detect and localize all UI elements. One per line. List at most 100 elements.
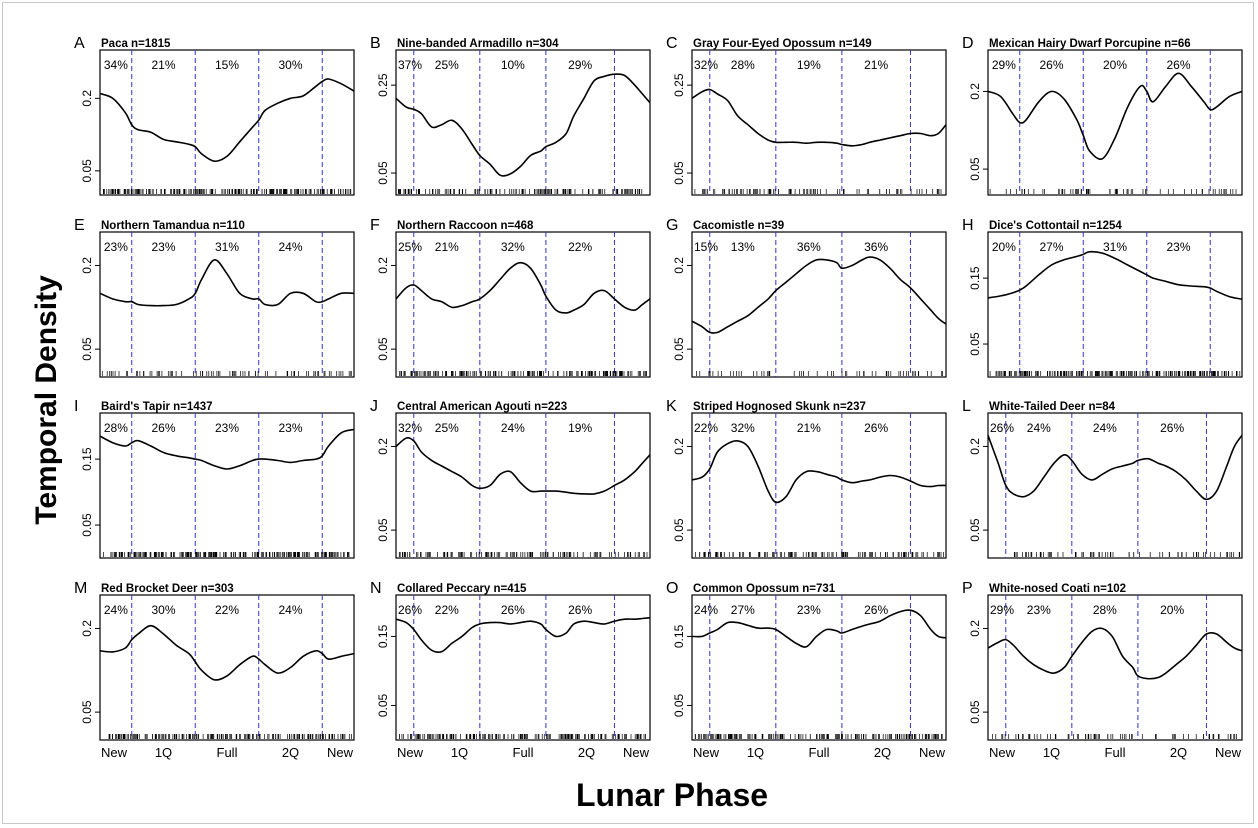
rug-marks [108, 734, 352, 739]
percent-label: 32% [694, 58, 718, 72]
percent-label: 21% [435, 240, 459, 254]
panel-letter: J [370, 398, 378, 415]
chart-panel-f: F Northern Raccoon n=468 25% 21% 32% 22% 0.05 0… [370, 217, 651, 378]
x-tick-label: New [623, 745, 650, 760]
y-tick-label: 0.2 [80, 620, 94, 637]
x-axis-label: Lunar Phase [576, 777, 768, 813]
y-axis-label: Temporal Density [30, 275, 63, 525]
rug-marks [398, 189, 643, 194]
percent-label: 36% [797, 240, 821, 254]
percent-label: 24% [501, 421, 525, 435]
y-tick-label: 0.2 [80, 90, 94, 107]
percent-label: 29% [990, 603, 1014, 617]
percent-label: 24% [104, 603, 128, 617]
rug-marks [696, 371, 943, 376]
rug-marks [103, 552, 350, 557]
panel-title: Collared Peccary n=415 [397, 583, 527, 595]
plot-frame [99, 49, 355, 196]
panel-letter: P [962, 580, 973, 597]
density-curve [99, 259, 355, 307]
percent-label: 24% [278, 603, 302, 617]
plot-frame [987, 231, 1243, 378]
y-tick-label: 0.05 [968, 332, 982, 356]
y-tick-label: 0.2 [80, 257, 94, 274]
y-tick-label: 0.05 [672, 693, 686, 717]
x-tick-label: 2Q [578, 745, 595, 760]
chart-panel-k: K Striped Hognosed Skunk n=237 22% 32% 21% 26… [666, 398, 947, 559]
percent-label: 26% [1039, 58, 1063, 72]
chart-panel-l: L White-Tailed Deer n=84 26% 24% 24% 26% 0.05 0… [962, 398, 1243, 559]
y-tick-label: 0.05 [672, 518, 686, 542]
percent-label: 34% [104, 58, 128, 72]
percent-label: 19% [568, 421, 592, 435]
panel-title: Central American Agouti n=223 [397, 401, 567, 413]
panel-title: White-Tailed Deer n=84 [989, 401, 1116, 413]
y-tick-label: 0.05 [672, 337, 686, 361]
panel-title: Paca n=1815 [101, 38, 171, 50]
y-tick-label: 0.2 [376, 438, 390, 455]
y-tick-label: 0.05 [968, 157, 982, 181]
x-tick-label: New [693, 745, 720, 760]
percent-label: 24% [1093, 421, 1117, 435]
x-tick-label: New [101, 745, 128, 760]
percent-label: 20% [1160, 603, 1184, 617]
x-tick-label: 2Q [1170, 745, 1187, 760]
chart-panel-a: A Paca n=1815 34% 21% 15% 30% 0.05 0.2 [74, 35, 355, 196]
rug-marks [695, 552, 944, 557]
panel-letter: B [370, 35, 381, 52]
percent-label: 21% [864, 58, 888, 72]
percent-label: 23% [1166, 240, 1190, 254]
panel-letter: O [666, 580, 678, 597]
density-curve [987, 72, 1243, 161]
percent-label: 22% [568, 240, 592, 254]
percent-label: 20% [992, 240, 1016, 254]
percent-label: 26% [151, 421, 175, 435]
density-curve [395, 437, 651, 495]
x-tick-label: 1Q [747, 745, 764, 760]
percent-label: 22% [435, 603, 459, 617]
chart-panel-g: G Cacomistle n=39 15% 13% 36% 36% 0.05 0.2 [666, 217, 947, 378]
x-tick-label: New [919, 745, 946, 760]
panel-title: Cacomistle n=39 [693, 220, 784, 232]
percent-label: 23% [797, 603, 821, 617]
x-tick-label: 1Q [1043, 745, 1060, 760]
percent-label: 32% [731, 421, 755, 435]
panel-title: Northern Tamandua n=110 [101, 220, 245, 232]
plot-frame [987, 412, 1243, 559]
y-tick-label: 0.15 [376, 624, 390, 648]
plot-frame [395, 231, 651, 378]
y-tick-label: 0.2 [672, 257, 686, 274]
rug-marks [398, 552, 648, 557]
plot-frame [691, 231, 947, 378]
rug-marks [103, 189, 352, 194]
panel-title: Dice's Cottontail n=1254 [989, 220, 1122, 232]
y-tick-label: 0.25 [376, 73, 390, 97]
chart-panel-h: H Dice's Cottontail n=1254 20% 27% 31% 23% 0.0… [962, 217, 1243, 378]
x-tick-label: New [327, 745, 354, 760]
y-tick-label: 0.05 [968, 518, 982, 542]
panel-letter: D [962, 35, 974, 52]
percent-label: 27% [731, 603, 755, 617]
panel-letter: F [370, 217, 380, 234]
rug-marks [1013, 552, 1241, 557]
rug-marks [989, 371, 1241, 376]
percent-label: 37% [398, 58, 422, 72]
percent-label: 23% [104, 240, 128, 254]
plot-frame [691, 49, 947, 196]
percent-label: 21% [151, 58, 175, 72]
density-curve [395, 261, 651, 314]
chart-panel-i: I Baird's Tapir n=1437 28% 26% 23% 23% 0.05 0.1… [74, 398, 355, 559]
y-tick-label: 0.05 [376, 518, 390, 542]
percent-label: 26% [864, 421, 888, 435]
percent-label: 23% [1027, 603, 1051, 617]
rug-marks [694, 734, 943, 739]
y-tick-label: 0.25 [672, 73, 686, 97]
percent-label: 32% [501, 240, 525, 254]
x-tick-label: Full [1105, 745, 1126, 760]
percent-label: 28% [1093, 603, 1117, 617]
panel-letter: H [962, 217, 974, 234]
chart-panel-c: C Gray Four-Eyed Opossum n=149 32% 28% 19% 21… [666, 35, 947, 196]
x-tick-label: 2Q [282, 745, 299, 760]
percent-label: 26% [864, 603, 888, 617]
panel-letter: E [74, 217, 85, 234]
